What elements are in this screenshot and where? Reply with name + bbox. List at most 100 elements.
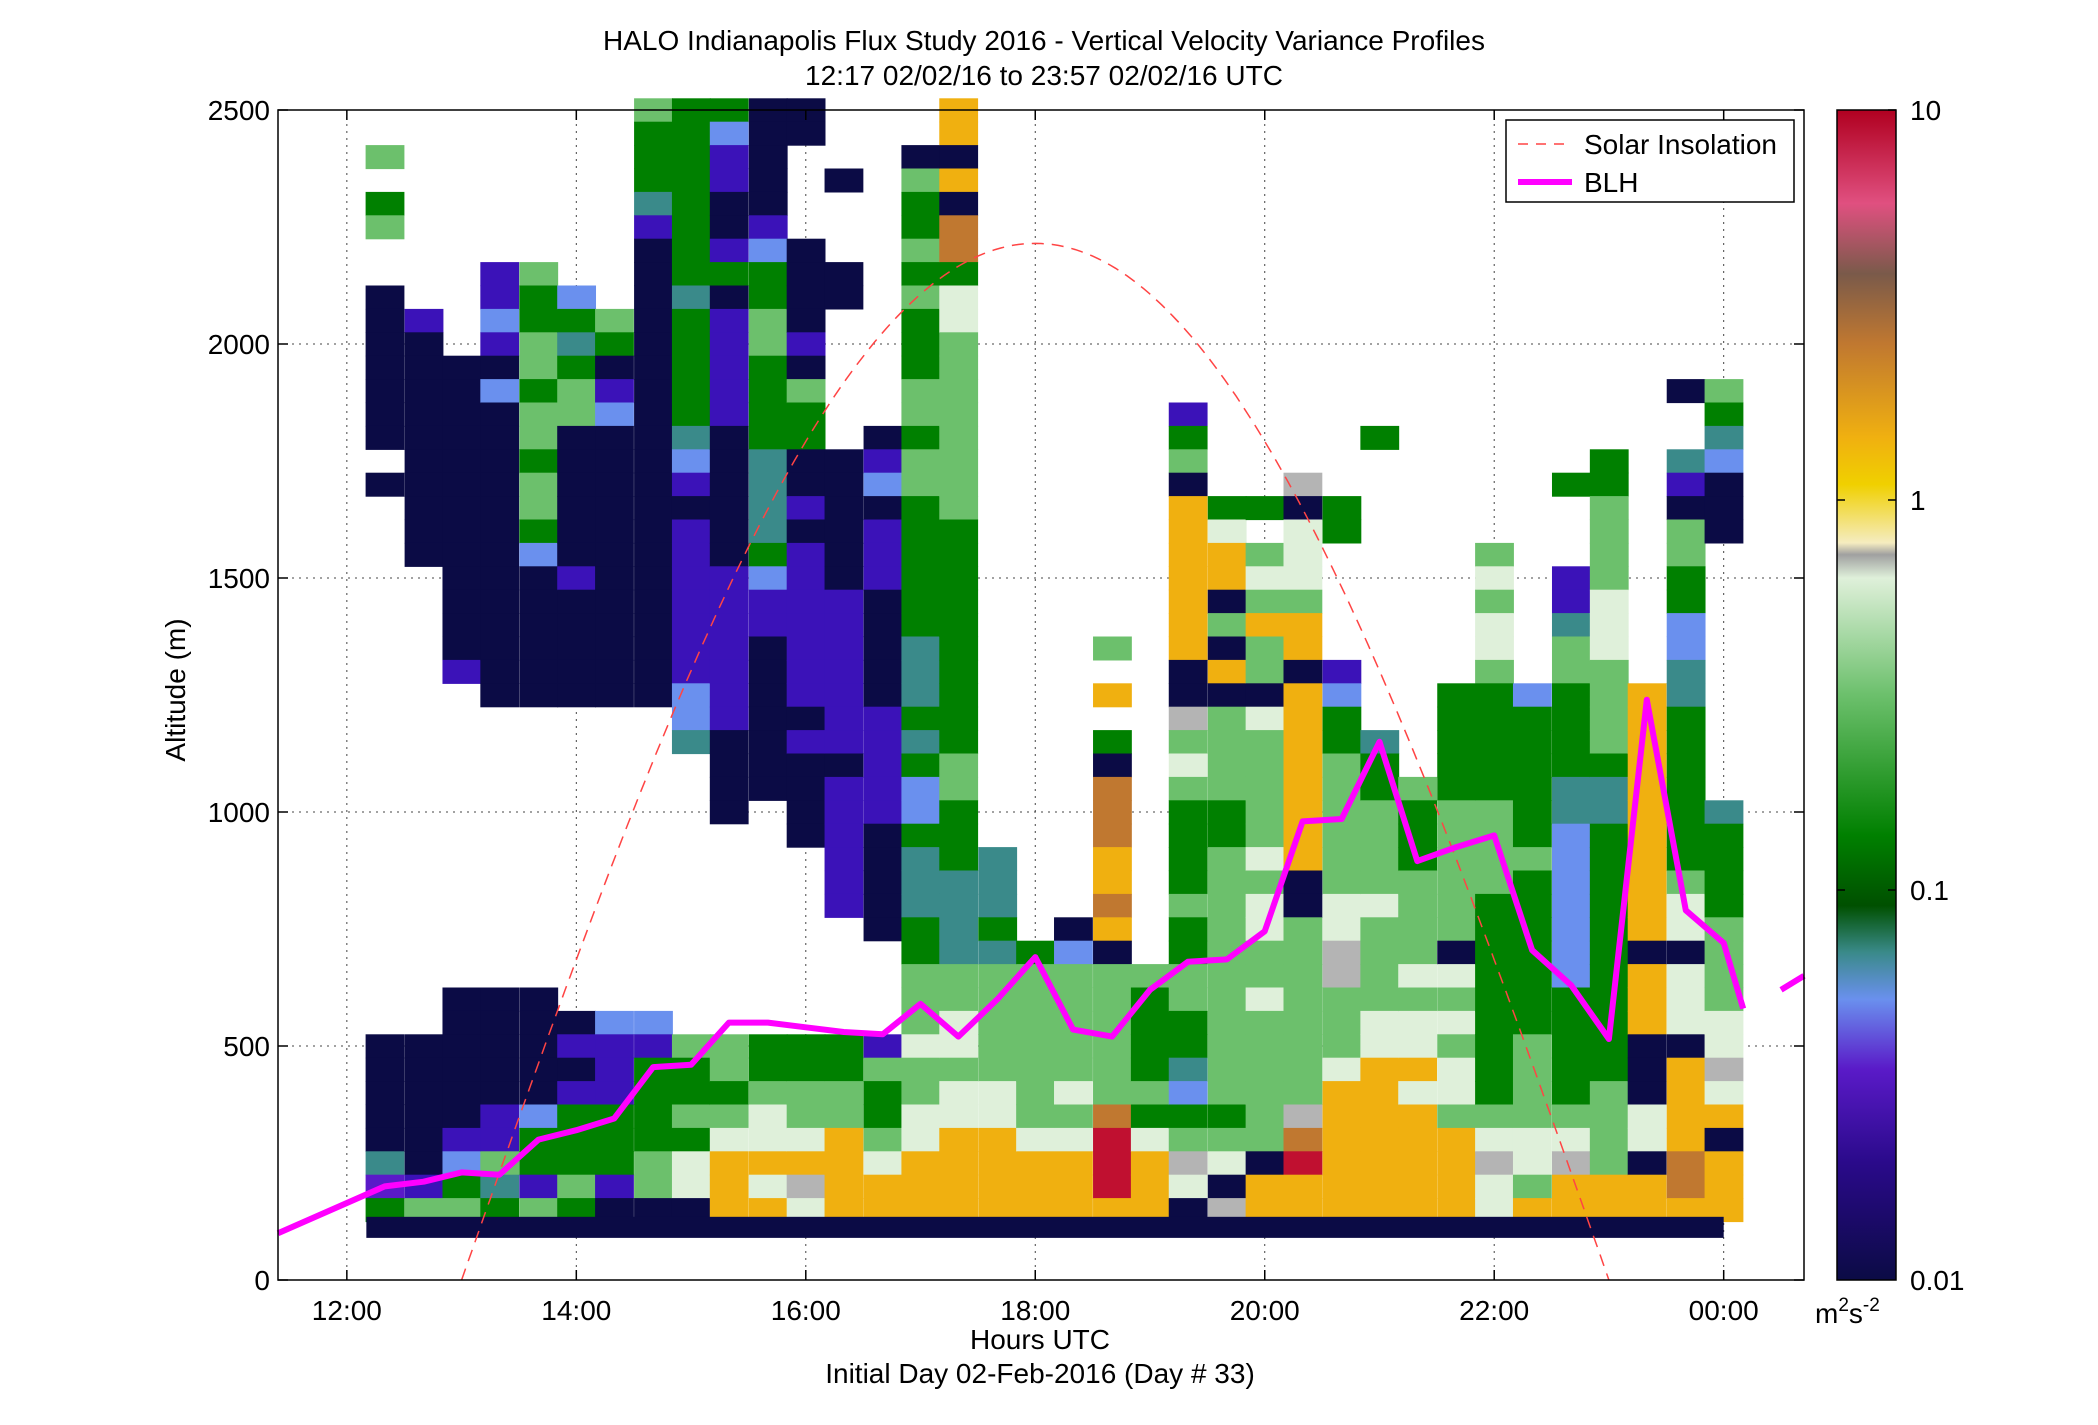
x-tick-label: 18:00 xyxy=(1000,1295,1070,1326)
heatmap-cell xyxy=(557,308,597,333)
heatmap-cell xyxy=(1551,659,1591,684)
heatmap-cell xyxy=(1283,870,1323,895)
heatmap-cell xyxy=(365,472,405,497)
heatmap-cell xyxy=(901,262,941,287)
heatmap-cell xyxy=(1475,542,1514,567)
heatmap-cell xyxy=(1207,964,1247,989)
heatmap-cell xyxy=(939,496,979,521)
y-tick-label: 0 xyxy=(254,1265,270,1296)
heatmap-cell xyxy=(748,753,788,778)
heatmap-cell xyxy=(1245,847,1285,872)
heatmap-cell xyxy=(1093,893,1132,918)
heatmap-cell xyxy=(901,145,941,170)
heatmap-cell xyxy=(365,402,405,427)
heatmap-cell xyxy=(595,519,634,544)
heatmap-cell xyxy=(634,285,673,310)
heatmap-cell xyxy=(901,355,941,380)
heatmap-cell xyxy=(671,683,711,708)
heatmap-cell xyxy=(519,566,559,591)
heatmap-cell xyxy=(595,1151,634,1176)
heatmap-cell xyxy=(863,472,903,497)
heatmap-cell xyxy=(595,379,634,404)
heatmap-cell xyxy=(1322,706,1362,731)
series-lines xyxy=(276,242,1806,1281)
heatmap-cell xyxy=(519,1104,559,1129)
heatmap-cell xyxy=(634,589,673,614)
heatmap-cell xyxy=(1283,659,1323,684)
heatmap-cell xyxy=(1016,987,1055,1012)
heatmap-cell xyxy=(1245,1104,1285,1129)
heatmap-cell xyxy=(1360,893,1400,918)
heatmap-cell xyxy=(1322,683,1362,708)
heatmap-cell xyxy=(404,402,444,427)
heatmap-cell xyxy=(901,1151,941,1176)
x-tick-label: 16:00 xyxy=(771,1295,841,1326)
heatmap-cell xyxy=(1093,823,1132,848)
heatmap-cell xyxy=(1283,730,1323,755)
heatmap-cell xyxy=(1207,496,1247,521)
heatmap-cell xyxy=(786,379,826,404)
heatmap-cell xyxy=(939,917,979,942)
heatmap-cell xyxy=(671,215,711,240)
heatmap-cell xyxy=(1093,964,1132,989)
heatmap-cell xyxy=(824,1151,864,1176)
heatmap-cell xyxy=(748,566,788,591)
heatmap-cell xyxy=(595,589,634,614)
heatmap-cell xyxy=(1666,940,1706,965)
heatmap-cell xyxy=(1666,613,1706,638)
heatmap-cell xyxy=(480,496,520,521)
heatmap-cell xyxy=(671,1104,711,1129)
heatmap-cell xyxy=(634,121,673,146)
heatmap-cell xyxy=(1093,776,1132,801)
heatmap-cell xyxy=(1283,496,1323,521)
heatmap-cell xyxy=(824,800,864,825)
heatmap-cell xyxy=(824,683,864,708)
heatmap-cell xyxy=(1168,730,1208,755)
heatmap-cell xyxy=(557,1034,597,1059)
heatmap-cell xyxy=(1168,449,1208,474)
heatmap-cell xyxy=(939,706,979,731)
heatmap-cell xyxy=(1130,1151,1170,1176)
heatmap-cell xyxy=(1322,753,1362,778)
heatmap-cell xyxy=(1551,730,1591,755)
heatmap-cell xyxy=(480,1104,520,1129)
heatmap-cell xyxy=(1207,1034,1247,1059)
colorbar: 10 1 0.1 0.01 m2s-2 xyxy=(1815,95,1965,1329)
heatmap-cell xyxy=(1666,683,1706,708)
heatmap-cell xyxy=(939,940,979,965)
heatmap-cell xyxy=(1437,987,1477,1012)
heatmap-cell xyxy=(1283,1104,1323,1129)
heatmap-cell xyxy=(939,1127,979,1152)
heatmap-cell xyxy=(1666,1174,1706,1199)
heatmap-cell xyxy=(863,847,903,872)
heatmap-cell xyxy=(939,1151,979,1176)
heatmap-cell xyxy=(786,449,826,474)
heatmap-cell xyxy=(634,683,673,708)
heatmap-cell xyxy=(1054,964,1093,989)
heatmap-cell xyxy=(442,496,482,521)
heatmap-cell xyxy=(1168,1034,1208,1059)
heatmap-cell xyxy=(863,706,903,731)
heatmap-cell xyxy=(824,1034,864,1059)
heatmap-cell xyxy=(1398,1081,1438,1106)
heatmap-cell xyxy=(748,215,788,240)
heatmap-cell xyxy=(786,308,826,333)
heatmap-cell xyxy=(1168,425,1208,450)
heatmap-cell xyxy=(1207,1010,1247,1035)
heatmap-cell xyxy=(557,472,597,497)
heatmap-cell xyxy=(863,496,903,521)
heatmap-cell xyxy=(824,285,864,310)
heatmap-cell xyxy=(595,308,634,333)
heatmap-cell xyxy=(863,613,903,638)
heatmap-cell xyxy=(1207,730,1247,755)
heatmap-cell xyxy=(634,145,673,170)
heatmap-cell xyxy=(1245,496,1285,521)
heatmap-cell xyxy=(480,355,520,380)
heatmap-cell xyxy=(1130,1010,1170,1035)
heatmap-cell xyxy=(1589,542,1629,567)
heatmap-cell xyxy=(671,472,711,497)
heatmap-cell xyxy=(1475,613,1514,638)
heatmap-cell xyxy=(1322,496,1362,521)
heatmap-cell xyxy=(634,1034,673,1059)
heatmap-cell xyxy=(442,659,482,684)
